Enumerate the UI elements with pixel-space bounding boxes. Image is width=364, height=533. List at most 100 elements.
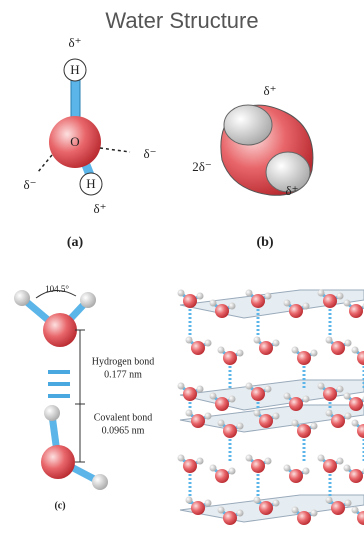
oxygen — [215, 397, 229, 411]
charge: δ⁺ — [286, 183, 299, 198]
label: 0.177 nm — [104, 369, 142, 380]
hydrogen — [229, 396, 236, 403]
panel-b: δ⁺ 2δ⁻ δ⁺ (b) — [192, 83, 313, 250]
hydrogen — [303, 396, 310, 403]
oxygen — [191, 341, 205, 355]
oxygen — [223, 424, 237, 438]
oxygen — [259, 341, 273, 355]
hydrogen — [344, 300, 351, 307]
hydrogen — [218, 507, 225, 514]
hydrogen — [224, 105, 272, 145]
oxygen — [289, 304, 303, 318]
hydrogen — [237, 423, 244, 430]
hydrogen — [237, 350, 244, 357]
hydrogen — [218, 420, 225, 427]
hydrogen — [178, 383, 185, 390]
oxygen — [183, 387, 197, 401]
oxygen — [349, 469, 363, 483]
hydrogen — [318, 290, 325, 297]
hydrogen — [352, 420, 359, 427]
hydrogen — [246, 290, 253, 297]
oxygen — [191, 501, 205, 515]
hydrogen — [311, 510, 318, 517]
hydrogen — [345, 500, 352, 507]
hydrogen — [197, 386, 204, 393]
panel-a: H O H δ⁺ δ⁻ δ⁻ δ⁺ (a) — [24, 35, 157, 250]
hydrogen — [318, 383, 325, 390]
hydrogen — [254, 410, 261, 417]
hydrogen — [178, 455, 185, 462]
label: Covalent bond — [94, 412, 153, 423]
oxygen — [191, 414, 205, 428]
hydrogen — [303, 468, 310, 475]
hydrogen — [265, 293, 272, 300]
hydrogen — [197, 293, 204, 300]
hydrogen — [292, 420, 299, 427]
oxygen — [43, 313, 77, 347]
hydrogen — [186, 497, 193, 504]
oxygen — [223, 511, 237, 525]
hydrogen — [254, 497, 261, 504]
oxygen — [215, 304, 229, 318]
charge: δ⁺ — [69, 35, 82, 50]
hydrogen — [246, 383, 253, 390]
oxygen — [323, 459, 337, 473]
atom-label: H — [86, 176, 95, 191]
hydrogen — [205, 413, 212, 420]
oxygen — [259, 414, 273, 428]
hydrogen — [337, 386, 344, 393]
caption: (b) — [256, 235, 273, 250]
oxygen — [41, 445, 75, 479]
oxygen — [331, 341, 345, 355]
hydrogen — [284, 393, 291, 400]
oxygen — [251, 387, 265, 401]
hydrogen — [311, 423, 318, 430]
diagram: Water Structure H O H δ⁺ δ⁻ δ⁻ δ⁺ (a) δ⁺… — [0, 0, 364, 533]
hydrogen — [284, 300, 291, 307]
hydrogen — [345, 340, 352, 347]
oxygen — [289, 397, 303, 411]
hydrogen — [229, 468, 236, 475]
hydrogen — [337, 458, 344, 465]
hydrogen — [292, 507, 299, 514]
caption: (a) — [67, 235, 84, 250]
hydrogen — [318, 455, 325, 462]
charge: δ⁺ — [94, 201, 107, 216]
oxygen — [251, 459, 265, 473]
oxygen — [215, 469, 229, 483]
hydrogen — [284, 465, 291, 472]
oxygen — [323, 294, 337, 308]
caption: (c) — [54, 500, 65, 511]
hydrogen — [218, 347, 225, 354]
oxygen — [349, 397, 363, 411]
hydrogen — [44, 405, 60, 421]
hydrogen — [303, 303, 310, 310]
oxygen — [297, 351, 311, 365]
charge: δ⁻ — [144, 146, 157, 161]
charge: 2δ⁻ — [192, 159, 212, 174]
oxygen — [183, 459, 197, 473]
hydrogen — [205, 500, 212, 507]
oxygen — [289, 469, 303, 483]
hydrogen — [210, 393, 217, 400]
hydrogen — [273, 340, 280, 347]
oxygen — [323, 387, 337, 401]
lone-pair — [100, 148, 130, 152]
hydrogen — [326, 337, 333, 344]
hydrogen — [237, 510, 244, 517]
hydrogen — [337, 293, 344, 300]
hydrogen — [265, 386, 272, 393]
hydrogen — [273, 500, 280, 507]
hydrogen — [326, 410, 333, 417]
hydrogen — [210, 300, 217, 307]
oxygen — [183, 294, 197, 308]
hydrogen — [186, 337, 193, 344]
oxygen — [297, 511, 311, 525]
panel-c: 104.5° Hydrogen bond 0.177 nm Covalent b… — [14, 284, 154, 511]
hydrogen — [273, 413, 280, 420]
hydrogen — [265, 458, 272, 465]
title: Water Structure — [105, 8, 258, 33]
h-bond — [48, 382, 70, 386]
charge: δ⁻ — [24, 177, 37, 192]
oxygen — [259, 501, 273, 515]
